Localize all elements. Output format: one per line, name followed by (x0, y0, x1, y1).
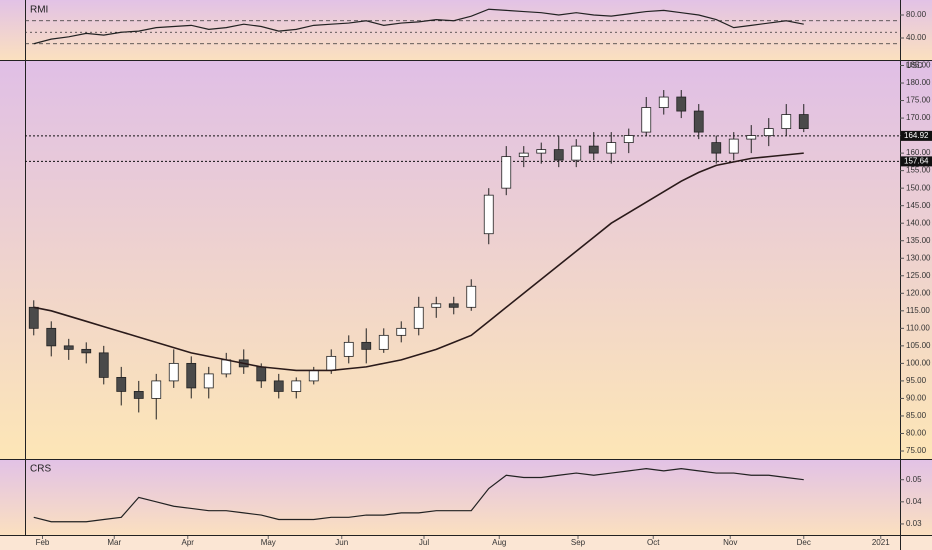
candle-body (378, 334, 389, 350)
candle-body (116, 376, 127, 392)
y-tick-label: 155.00 (906, 166, 931, 175)
x-tick-label: Jul (419, 538, 429, 547)
candle-body (133, 391, 144, 399)
candle-body (396, 327, 407, 336)
y-tick-label: 90.00 (906, 394, 927, 403)
candle-body (798, 114, 809, 129)
candle-body (448, 303, 459, 308)
candle-body (588, 145, 599, 154)
candle-body (658, 96, 669, 108)
candle-body (81, 348, 92, 354)
candle-body (308, 369, 319, 382)
x-tick-label: Apr (182, 538, 195, 547)
candle-body (746, 135, 757, 140)
time-axis-background (0, 536, 932, 550)
candle-body (431, 303, 442, 308)
y-tick-label: 185.00 (906, 61, 931, 70)
candle-body (361, 341, 372, 350)
x-tick-label: Mar (107, 538, 121, 547)
y-tick-label: 130.00 (906, 253, 931, 262)
candle-body (256, 366, 267, 382)
price-label: 157.64 (904, 156, 929, 165)
candle-body (63, 345, 74, 350)
crs-background (0, 460, 932, 536)
candle-body (606, 142, 617, 154)
y-tick-label: 125.00 (906, 271, 931, 280)
candle-body (728, 138, 739, 154)
y-tick-label: 40.00 (906, 33, 927, 42)
price-background (0, 61, 932, 459)
candle-body (571, 145, 582, 161)
candle-body (186, 362, 197, 389)
y-tick-label: 80.00 (906, 429, 927, 438)
y-axis-label: USD (906, 61, 923, 70)
candle-body (501, 156, 512, 189)
x-tick-label: Aug (492, 538, 506, 547)
indicator-line (33, 8, 804, 45)
x-tick-label: Feb (36, 538, 50, 547)
candle-body (536, 149, 547, 154)
candle-body (623, 135, 634, 144)
y-tick-label: 100.00 (906, 358, 931, 367)
candle-body (763, 128, 774, 136)
x-tick-label: May (261, 538, 276, 547)
candle-body (343, 341, 354, 357)
candle-body (291, 380, 302, 392)
y-tick-label: 145.00 (906, 201, 931, 210)
candle-body (46, 327, 57, 347)
y-tick-label: 0.03 (906, 519, 922, 528)
x-tick-label: 2021 (872, 538, 890, 547)
y-tick-label: 110.00 (906, 323, 930, 332)
candle-body (326, 355, 337, 371)
candle-body (676, 96, 687, 112)
candle-body (151, 380, 162, 399)
candle-body (168, 362, 179, 382)
price-label-bg (901, 130, 932, 141)
y-tick-label: 0.05 (906, 475, 922, 484)
candle-body (553, 149, 564, 161)
candle-body (518, 152, 529, 158)
y-tick-label: 105.00 (906, 341, 931, 350)
rmi-background (0, 0, 932, 60)
candle-body (28, 306, 39, 329)
candle-body (466, 285, 477, 308)
y-tick-label: 160.00 (906, 148, 931, 157)
candle-body (273, 380, 284, 392)
y-tick-label: 115.00 (906, 306, 930, 315)
x-tick-label: Oct (647, 538, 660, 547)
candle-body (98, 352, 109, 378)
y-tick-label: 95.00 (906, 376, 927, 385)
moving-average (33, 152, 804, 372)
indicator-line (33, 468, 804, 523)
y-tick-label: 120.00 (906, 288, 931, 297)
y-tick-label: 180.00 (906, 78, 931, 87)
y-tick-label: 0.04 (906, 497, 922, 506)
x-tick-label: Sep (571, 538, 586, 547)
y-tick-label: 170.00 (906, 113, 931, 122)
y-tick-label: 140.00 (906, 218, 931, 227)
rmi-title: RMI (30, 5, 48, 16)
x-tick-label: Jun (335, 538, 348, 547)
y-tick-label: 175.00 (906, 96, 931, 105)
candle-body (641, 107, 652, 133)
candle-body (781, 114, 792, 129)
candle-body (711, 142, 722, 154)
candle-body (693, 110, 704, 133)
price-label-bg (901, 156, 932, 167)
crs-title: CRS (30, 464, 51, 475)
y-tick-label: 85.00 (906, 411, 927, 420)
y-tick-label: 75.00 (906, 446, 927, 455)
candle-body (221, 359, 232, 375)
y-tick-label: 135.00 (906, 236, 931, 245)
price-label: 164.92 (904, 131, 929, 140)
candle-body (413, 306, 424, 329)
y-tick-label: 150.00 (906, 183, 931, 192)
x-tick-label: Nov (723, 538, 737, 547)
x-tick-label: Dec (797, 538, 811, 547)
y-tick-label: 80.00 (906, 10, 927, 19)
candle-body (483, 194, 494, 235)
candle-body (203, 373, 214, 389)
